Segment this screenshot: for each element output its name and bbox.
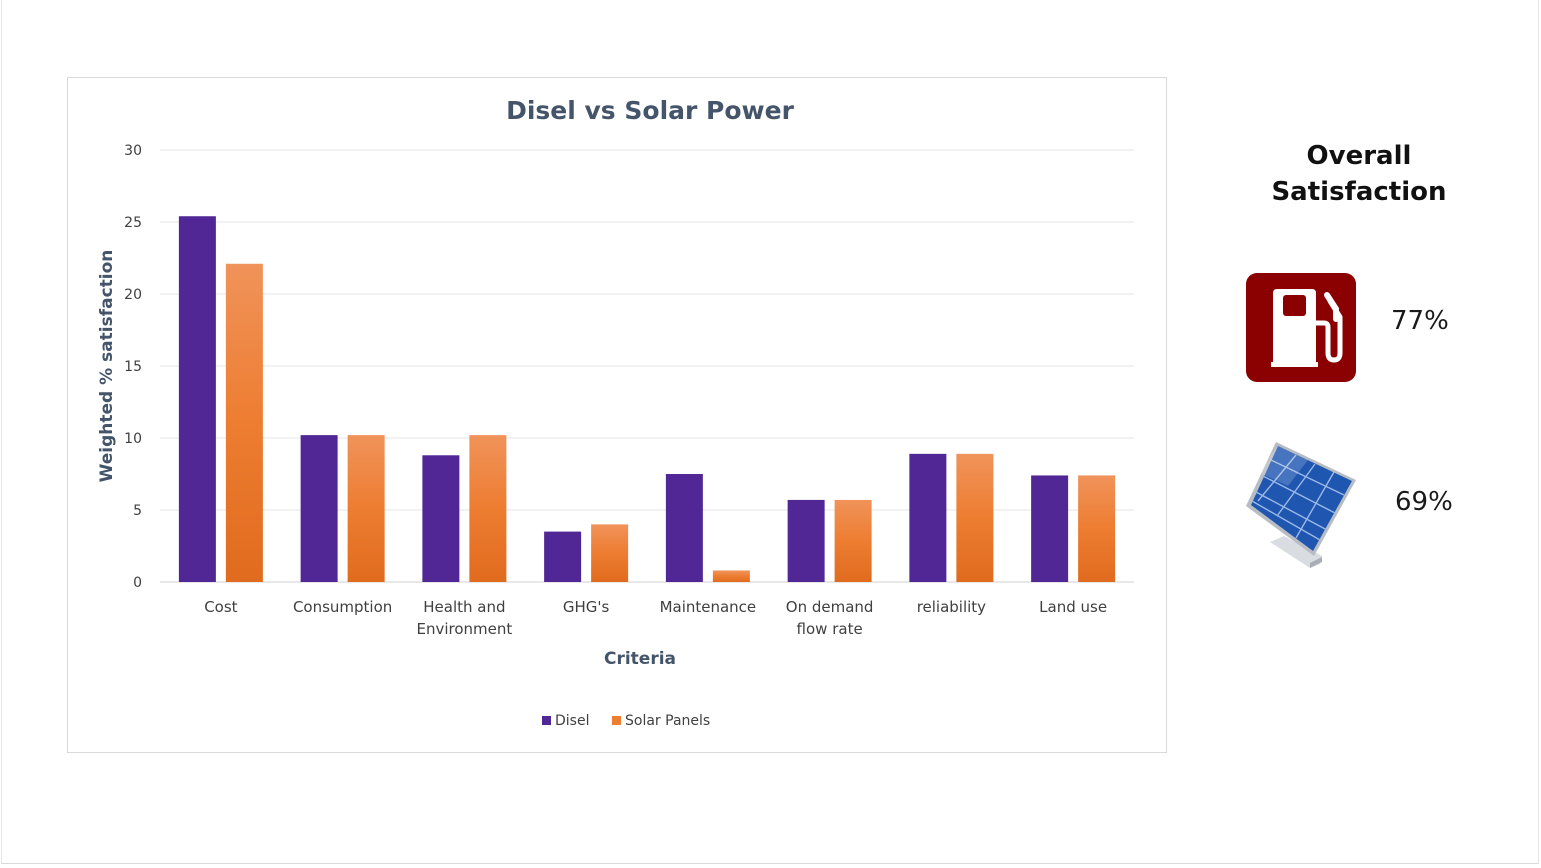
bar-solar-panels bbox=[712, 570, 750, 582]
solar-satisfaction-value: 69% bbox=[1395, 487, 1453, 517]
bar-solar-panels bbox=[956, 453, 994, 582]
y-tick-label: 30 bbox=[124, 143, 142, 159]
bar-solar-panels bbox=[469, 435, 507, 582]
x-tick-label: Health and bbox=[423, 598, 505, 616]
bar-disel bbox=[544, 531, 582, 582]
x-tick-label: Environment bbox=[416, 620, 512, 638]
x-tick-label: GHG's bbox=[563, 598, 610, 616]
bar-solar-panels bbox=[834, 499, 872, 582]
bar-disel bbox=[1031, 475, 1069, 582]
legend-swatch-solar-panels bbox=[612, 716, 621, 725]
legend-label-disel: Disel bbox=[555, 713, 589, 729]
y-tick-label: 25 bbox=[124, 215, 142, 231]
y-tick-label: 20 bbox=[124, 287, 142, 303]
overall-satisfaction-title-line-2: Satisfaction bbox=[1271, 177, 1447, 207]
y-tick-label: 0 bbox=[133, 575, 142, 591]
y-axis-title: Weighted % satisfaction bbox=[97, 250, 117, 483]
x-axis-title: Criteria bbox=[604, 649, 676, 669]
solar-panel-icon bbox=[1246, 442, 1356, 568]
x-tick-label: Cost bbox=[204, 598, 237, 616]
fuel-pump-icon bbox=[1246, 273, 1356, 382]
x-tick-label: On demand bbox=[786, 598, 874, 616]
bar-solar-panels bbox=[591, 524, 629, 582]
legend-swatch-disel bbox=[542, 716, 551, 725]
bar-disel bbox=[787, 499, 825, 582]
bar-solar-panels bbox=[225, 263, 263, 582]
overall-satisfaction-title: Overall Satisfaction bbox=[1250, 138, 1468, 210]
overall-satisfaction-title-line-1: Overall bbox=[1306, 141, 1412, 171]
x-tick-label: flow rate bbox=[797, 620, 863, 638]
y-tick-label: 10 bbox=[124, 431, 142, 447]
x-tick-label: Maintenance bbox=[660, 598, 757, 616]
x-tick-label: Land use bbox=[1039, 598, 1107, 616]
chart-title: Disel vs Solar Power bbox=[506, 96, 795, 125]
bar-disel bbox=[300, 435, 338, 582]
bar-disel bbox=[422, 455, 460, 582]
y-tick-label: 15 bbox=[124, 359, 142, 375]
y-tick-label: 5 bbox=[133, 503, 142, 519]
bar-disel bbox=[665, 474, 703, 582]
diesel-satisfaction-value: 77% bbox=[1391, 306, 1449, 336]
x-tick-label: reliability bbox=[917, 598, 986, 616]
bar-solar-panels bbox=[1078, 475, 1116, 582]
bar-disel bbox=[178, 216, 216, 583]
chart-plot: Disel vs Solar Power 0 5 10 15 20 25 30 Cost Cons… bbox=[97, 96, 1134, 729]
x-tick-label: Consumption bbox=[293, 598, 392, 616]
bar-solar-panels bbox=[347, 435, 385, 582]
bar-disel bbox=[909, 453, 947, 582]
legend-label-solar-panels: Solar Panels bbox=[625, 713, 710, 729]
